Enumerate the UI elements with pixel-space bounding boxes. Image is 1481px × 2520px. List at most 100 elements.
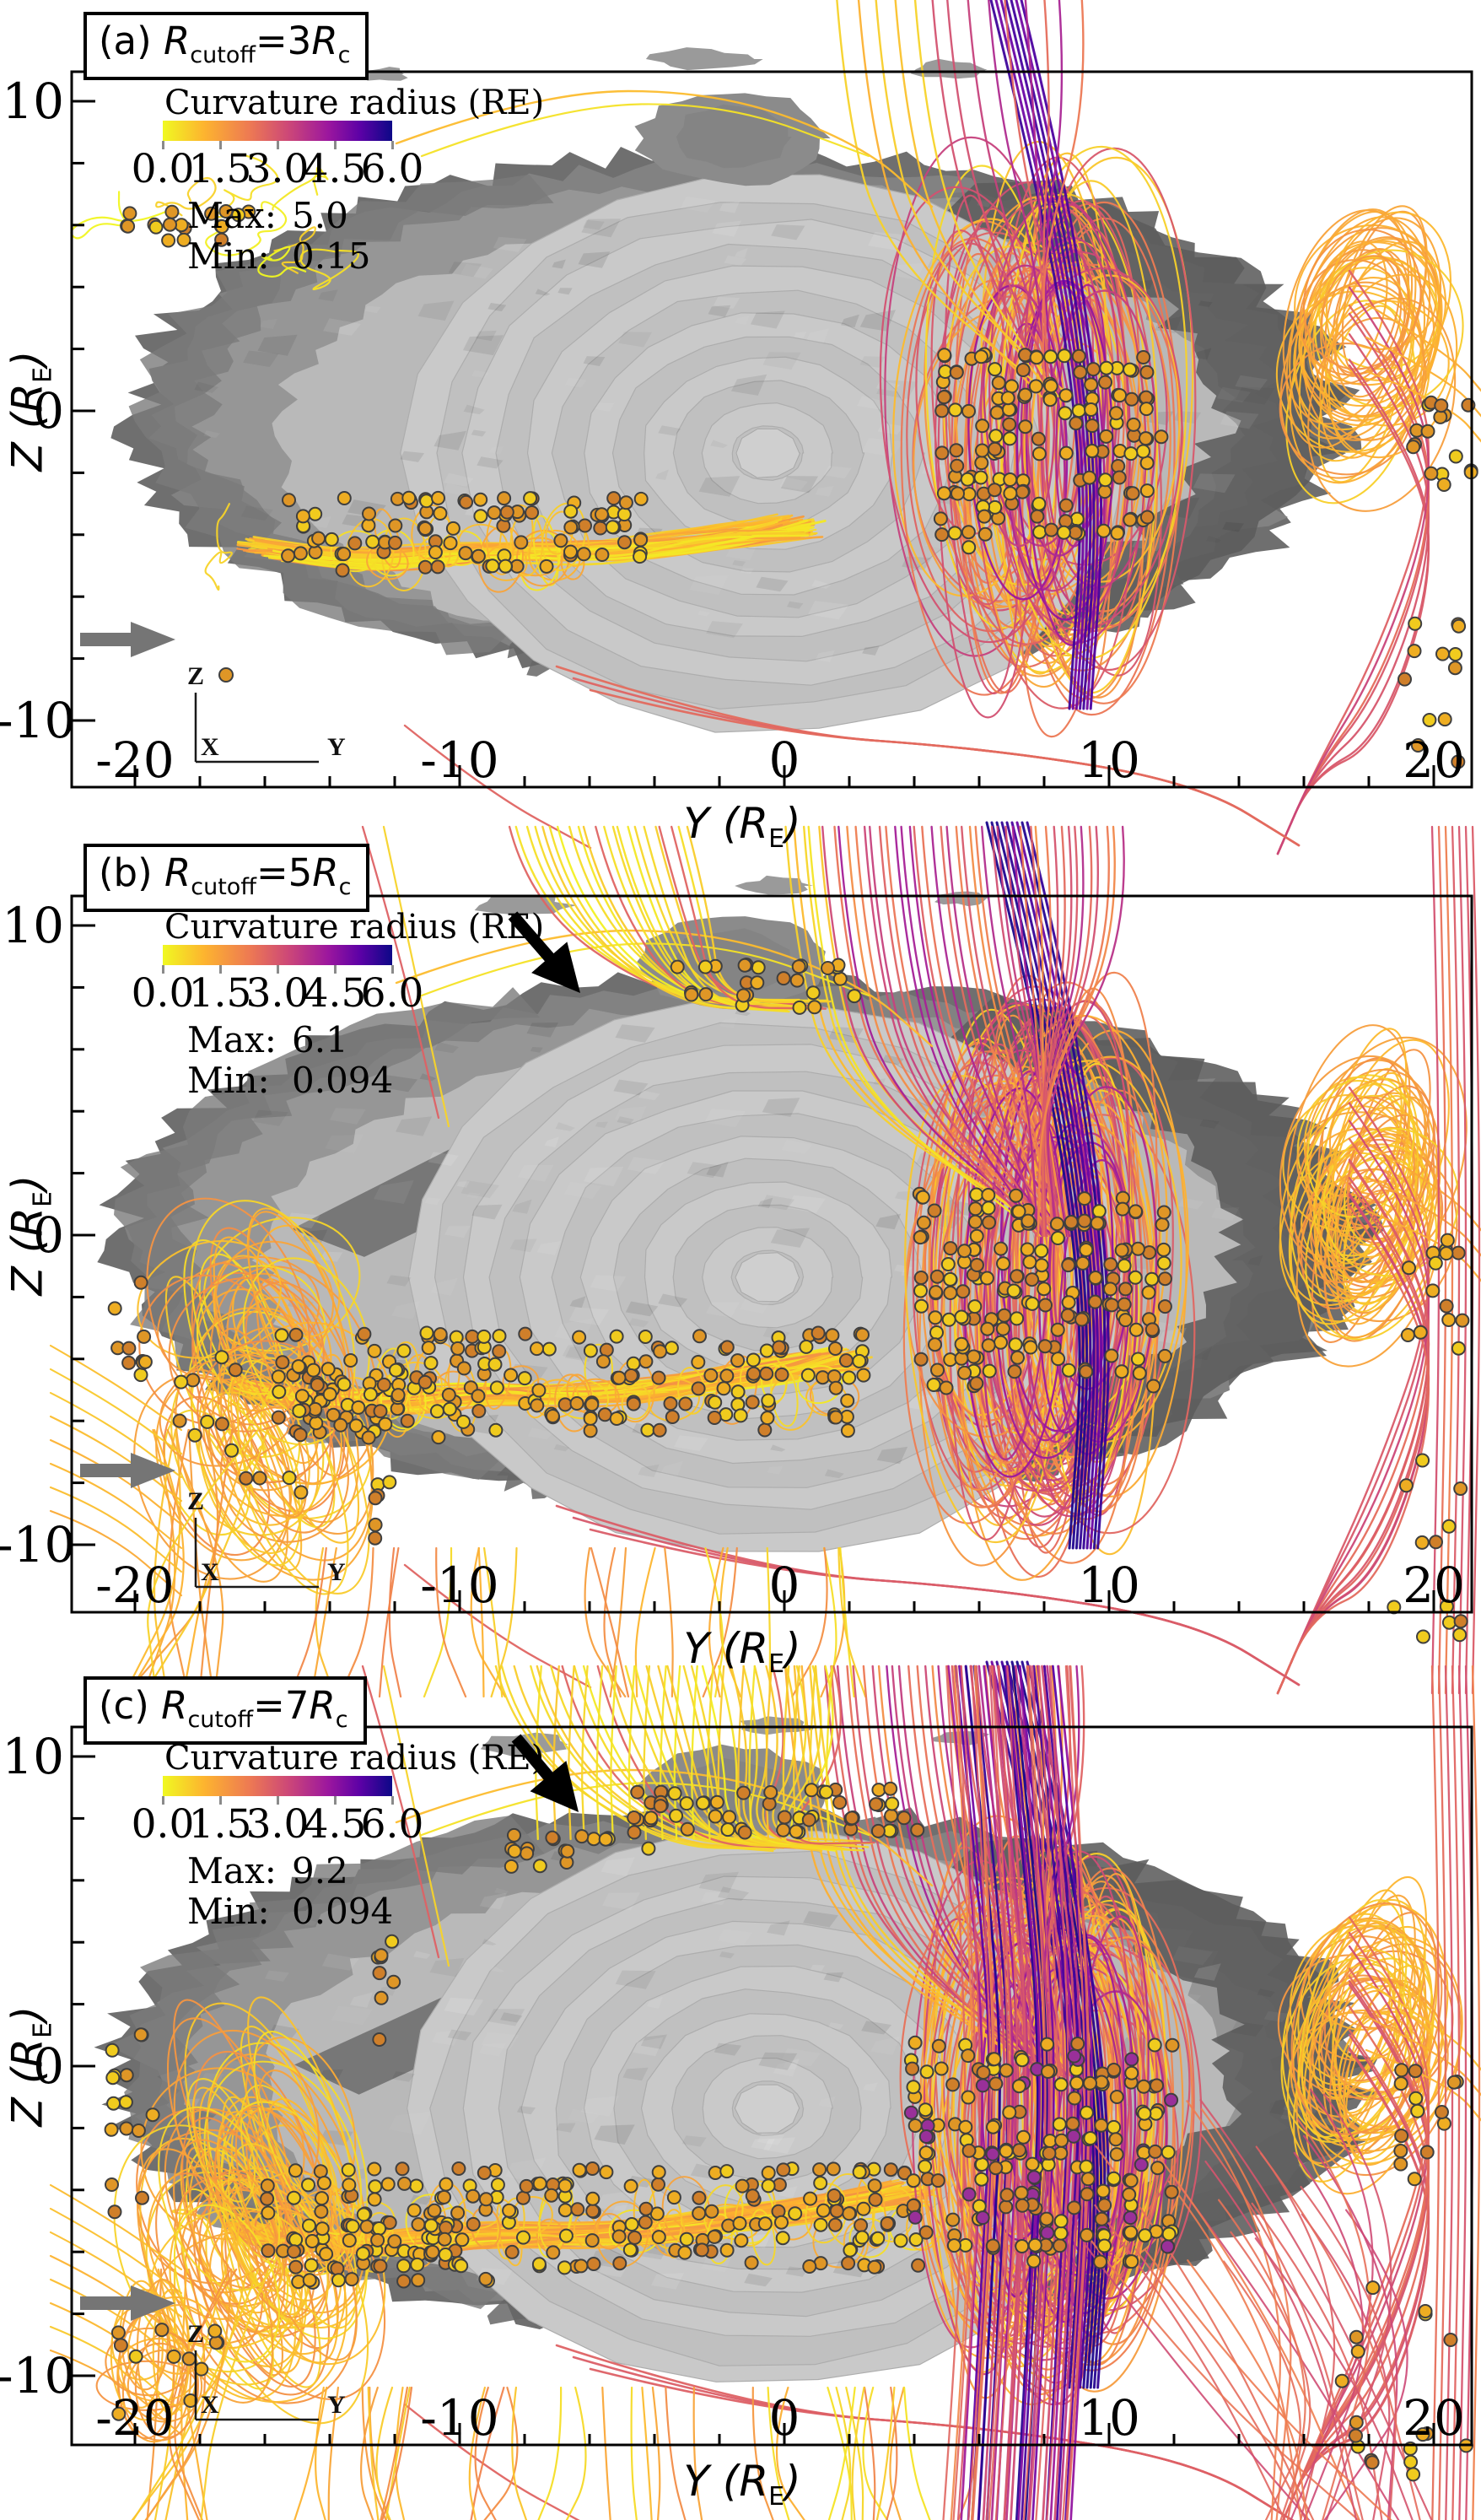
panel-title-r2: R <box>309 1683 336 1728</box>
x-axis-label: Y (RE) <box>683 1624 800 1679</box>
x-axis-label-main: Y (R <box>683 2457 769 2506</box>
colorbar-tick-label: 1.5 <box>188 1801 252 1848</box>
panel-title-prefix: (a) <box>99 19 164 63</box>
colorbar-tick-label: 6.0 <box>360 146 424 192</box>
triad-y-label: Y <box>327 1558 346 1586</box>
x-axis-label-close: ) <box>784 2457 801 2506</box>
y-axis-label-sub: E <box>28 1191 58 1208</box>
colorbar-tick-label: 3.0 <box>245 1801 310 1848</box>
colorbar-tick-mark <box>162 141 164 149</box>
panel-title-r2: R <box>312 850 339 895</box>
colorbar-tick-mark <box>219 1796 222 1805</box>
colorbar-tick-mark <box>334 1796 337 1805</box>
y-axis-label: Z (RE) <box>3 351 58 472</box>
y-axis-label: Z (RE) <box>3 2006 58 2127</box>
x-tick-label: -20 <box>95 731 175 789</box>
y-axis-label-close: ) <box>3 350 52 368</box>
y-tick-label: 10 <box>2 1728 64 1785</box>
x-axis-label-sub: E <box>768 1649 785 1679</box>
x-axis-label-close: ) <box>784 1624 801 1673</box>
stat-min: Min: 0.094 <box>187 1891 393 1932</box>
x-tick-label: 10 <box>1078 1557 1140 1614</box>
colorbar-tick-label: 4.5 <box>303 1801 367 1848</box>
colorbar-tick-label: 0.0 <box>131 970 195 1017</box>
panel-title-r2: R <box>311 19 338 63</box>
x-tick-label: 0 <box>768 2389 800 2447</box>
panel-a: Z X Y (a) Rcutoff=3Rc Curvature radius (RE) 0… <box>0 0 1481 855</box>
y-tick-label: -10 <box>0 692 76 749</box>
stat-max-label: Max: <box>187 1019 277 1060</box>
panel-title: (b) Rcutoff=5Rc <box>83 844 370 912</box>
panel-title-eq: = <box>253 1683 285 1728</box>
y-tick-label: 10 <box>2 73 64 130</box>
panel-title-sub: cutoff <box>187 1707 254 1733</box>
colorbar-tick-label: 6.0 <box>360 1801 424 1848</box>
stat-max: Max: 9.2 <box>187 1850 348 1891</box>
panel-a-plot-art: Z X Y <box>70 0 1481 855</box>
colorbar-tick-mark <box>391 141 394 149</box>
stat-min-label: Min: <box>187 235 270 277</box>
stat-min: Min: 0.15 <box>187 235 371 277</box>
y-axis-label-main: Z (R <box>3 2038 52 2127</box>
panel-title-sub2: c <box>335 1707 348 1733</box>
triad-x-label: X <box>201 733 219 761</box>
colorbar-tick-mark <box>277 1796 279 1805</box>
y-axis-label-main: Z (R <box>3 383 52 472</box>
x-tick-label: 10 <box>1078 2389 1140 2447</box>
colorbar-tick-mark <box>219 141 222 149</box>
y-tick-label: 0 <box>33 1206 64 1264</box>
y-tick-label: 0 <box>33 2037 64 2095</box>
y-tick-label: -10 <box>0 1516 76 1573</box>
x-tick-label: 10 <box>1078 731 1140 789</box>
colorbar-tick-mark <box>162 1796 164 1805</box>
y-axis-label-sub: E <box>28 367 58 384</box>
x-tick-label: 0 <box>768 1557 800 1614</box>
colorbar-gradient <box>163 1776 392 1796</box>
colorbar-title: Curvature radius (RE) <box>164 84 545 122</box>
triad-z-label: Z <box>187 662 204 690</box>
colorbar-gradient <box>163 121 392 141</box>
stat-min-value: 0.15 <box>292 235 371 277</box>
x-axis-label: Y (RE) <box>683 799 800 854</box>
x-tick-label: -10 <box>420 1557 499 1614</box>
stat-max-label: Max: <box>187 195 277 236</box>
x-axis-label-close: ) <box>784 799 801 848</box>
colorbar-tick-mark <box>391 965 394 974</box>
stat-max-label: Max: <box>187 1850 277 1891</box>
colorbar-tick-label: 4.5 <box>303 146 367 192</box>
panel-title-r: R <box>161 1683 188 1728</box>
stat-max-value: 6.1 <box>292 1019 348 1060</box>
panel-title-value: 5 <box>288 850 313 895</box>
panel-title-r: R <box>164 19 191 63</box>
stat-min: Min: 0.094 <box>187 1060 393 1101</box>
triad-x-label: X <box>201 1558 219 1586</box>
y-tick-label: 0 <box>33 382 64 440</box>
colorbar-tick-label: 4.5 <box>303 970 367 1017</box>
stat-min-label: Min: <box>187 1060 270 1101</box>
x-axis-label-main: Y (R <box>683 799 769 848</box>
x-tick-label: 20 <box>1403 2389 1465 2447</box>
colorbar-tick-mark <box>219 965 222 974</box>
panel-c-plot-art: Z X Y <box>49 1660 1481 2520</box>
x-axis-label-sub: E <box>768 824 785 854</box>
stat-max-value: 5.0 <box>292 195 348 236</box>
y-axis-label-main: Z (R <box>3 1207 52 1296</box>
x-axis-label-main: Y (R <box>683 1624 769 1673</box>
y-tick-label: -10 <box>0 2347 76 2404</box>
colorbar-tick-mark <box>277 965 279 974</box>
panel-b-plot-art: Z X Y <box>49 821 1481 1698</box>
triad-x-label: X <box>201 2391 219 2419</box>
gray-arrow <box>80 1453 175 1488</box>
x-tick-label: -20 <box>95 2389 175 2447</box>
colorbar-tick-label: 6.0 <box>360 970 424 1017</box>
panel-title-eq: = <box>255 19 288 63</box>
panel-b: Z X Y (b) Rcutoff=5Rc Curvature radius (RE) 0… <box>0 821 1481 1698</box>
panel-title: (c) Rcutoff=7Rc <box>83 1676 367 1745</box>
y-axis-label-sub: E <box>28 2022 58 2039</box>
colorbar-title: Curvature radius (RE) <box>164 1739 545 1778</box>
colorbar-title: Curvature radius (RE) <box>164 908 545 947</box>
x-tick-label: -10 <box>420 2389 499 2447</box>
stat-max-value: 9.2 <box>292 1850 348 1891</box>
x-tick-label: 0 <box>768 731 800 789</box>
